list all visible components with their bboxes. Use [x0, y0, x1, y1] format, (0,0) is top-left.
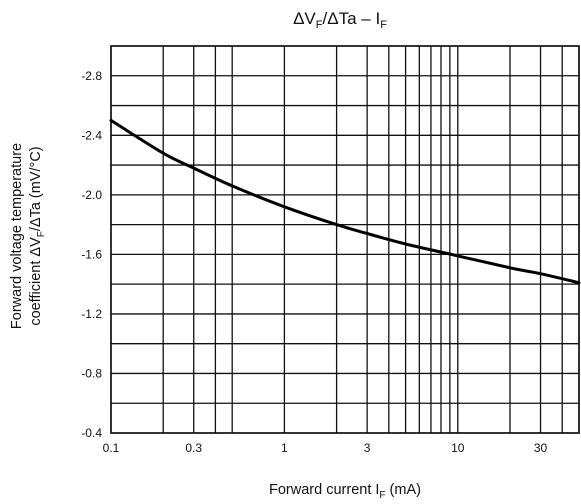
plot-frame	[110, 45, 580, 434]
y-tick-label: -2.0	[81, 188, 102, 202]
x-tick-label: 1	[281, 441, 288, 455]
y-axis-label-line2: coefficient ΔVF/ΔTa (mV/°C)	[28, 146, 47, 325]
y-axis-label: Forward voltage temperature coefficient …	[9, 143, 47, 329]
y-tick-label: -1.2	[81, 307, 102, 321]
chart-title: ΔVF/ΔTa – IF	[293, 9, 387, 31]
y-tick-labels: -0.4 -0.8 -1.2 -1.6 -2.0 -2.4 -2.8	[81, 69, 102, 440]
y-tick-label: -0.4	[81, 426, 102, 440]
x-tick-label: 3	[364, 441, 371, 455]
x-tick-label: 30	[534, 441, 548, 455]
y-tick-label: -0.8	[81, 366, 102, 380]
y-tick-label: -1.6	[81, 247, 102, 261]
x-axis-label: Forward current IF (mA)	[269, 482, 421, 501]
x-tick-labels: 0.1 0.3 1 3 10 30	[103, 441, 548, 455]
x-tick-label: 10	[451, 441, 465, 455]
x-tick-label: 0.3	[185, 441, 202, 455]
series-line	[109, 118, 581, 285]
y-axis-label-line1: Forward voltage temperature	[9, 143, 25, 329]
grid	[110, 45, 580, 434]
y-tick-label: -2.8	[81, 69, 102, 83]
y-tick-label: -2.4	[81, 128, 102, 142]
x-tick-label: 0.1	[103, 441, 120, 455]
series-curve-group	[109, 118, 581, 285]
